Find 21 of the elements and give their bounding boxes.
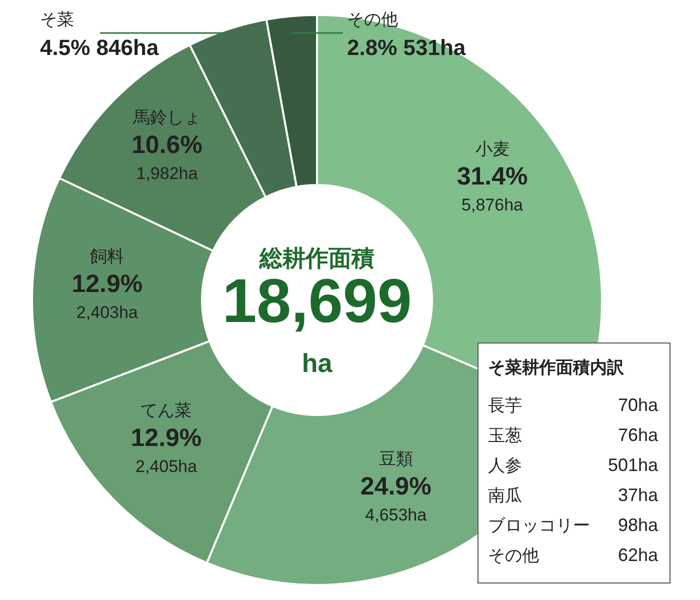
text: 総耕作面積 <box>258 245 374 271</box>
text: ha <box>302 348 333 378</box>
slice-label: そ菜 <box>40 10 74 29</box>
text: 長芋 70ha <box>488 395 658 415</box>
data-label: 4.5% 846ha <box>40 35 160 60</box>
text: 人参 501ha <box>488 455 658 475</box>
slice-label: 馬鈴しょ <box>132 108 201 128</box>
text: ブロッコリー 98ha <box>488 515 658 535</box>
text: 南瓜 37ha <box>488 485 658 505</box>
data-label: 10.6% 1,982ha <box>132 131 202 184</box>
data-label: 12.9% 2,403ha <box>72 270 143 322</box>
data-label: 24.9% 4,653ha <box>360 472 432 525</box>
slice-label: 飼料 <box>90 246 124 266</box>
text: 玉葱 76ha <box>488 425 658 445</box>
text: そ菜耕作面積内訳 <box>488 358 625 377</box>
slice-label: 豆類 <box>378 450 413 469</box>
text: その他 62ha <box>488 545 658 565</box>
data-label: 31.4% 5,876ha <box>456 162 528 214</box>
slice-label: てん菜 <box>140 401 192 420</box>
data-label: 12.9% 2,405ha <box>130 424 202 476</box>
slice-label: 小麦 <box>475 139 510 158</box>
